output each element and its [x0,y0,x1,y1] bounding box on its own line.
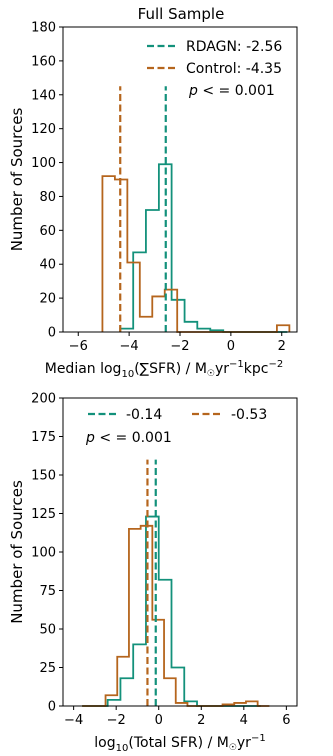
x-tick-label: 6 [282,713,290,728]
legend-label-control: Control: -4.35 [186,61,282,77]
x-tick-label: −4 [120,339,139,354]
y-tick-label: 75 [39,584,56,599]
x-tick-label: −2 [170,339,189,354]
y-tick-label: 50 [39,623,56,638]
legend-label-control: -0.53 [231,407,267,423]
y-tick-label: 100 [31,546,56,561]
y-tick-label: 80 [39,190,56,205]
y-tick-label: 140 [31,88,56,103]
x-tick-label: −6 [69,339,88,354]
y-tick-label: 160 [31,54,56,69]
x-tick-label: 2 [278,339,286,354]
y-tick-label: 100 [31,156,56,171]
x-tick-label: 4 [240,713,248,728]
chart-2-plot: −4 −2 0 2 4 6 0 25 50 75 100 125 150 175 200 Number of … [8,392,298,754]
y-tick-label: 150 [31,469,56,484]
y-axis-label: Number of Sources [8,108,26,252]
y-tick-label: 20 [39,292,56,307]
histogram-control [82,524,270,707]
x-tick-label: 0 [227,339,235,354]
y-tick-label: 25 [39,661,56,676]
histogram-rdagn [119,163,288,333]
legend-label-rdagn: RDAGN: -2.56 [186,39,282,55]
x-tick-label: 0 [155,713,163,728]
p-value-annotation: p < = 0.001 [85,430,172,446]
y-tick-label: 200 [31,392,56,407]
x-tick-label: −2 [107,713,126,728]
x-tick-label: −4 [64,713,83,728]
y-tick-label: 0 [48,700,56,715]
legend-label-rdagn: -0.14 [126,407,162,423]
x-axis-label: Median log10(∑SFR) / M☉yr−1kpc−2 [45,359,284,380]
y-axis-label: Number of Sources [8,480,26,624]
x-axis-label: log10(Total SFR) / M☉yr−1 [94,733,265,754]
y-tick-label: 125 [31,507,56,522]
y-tick-label: 175 [31,430,56,445]
p-value-annotation: p < = 0.001 [188,83,275,99]
x-tick-label: 2 [197,713,205,728]
y-tick-label: 0 [48,326,56,341]
histogram-control [101,175,291,333]
chart-1-title: Full Sample [138,5,225,23]
y-tick-label: 180 [31,21,56,36]
y-tick-label: 40 [39,258,56,273]
y-tick-label: 120 [31,122,56,137]
y-tick-label: 60 [39,224,56,239]
